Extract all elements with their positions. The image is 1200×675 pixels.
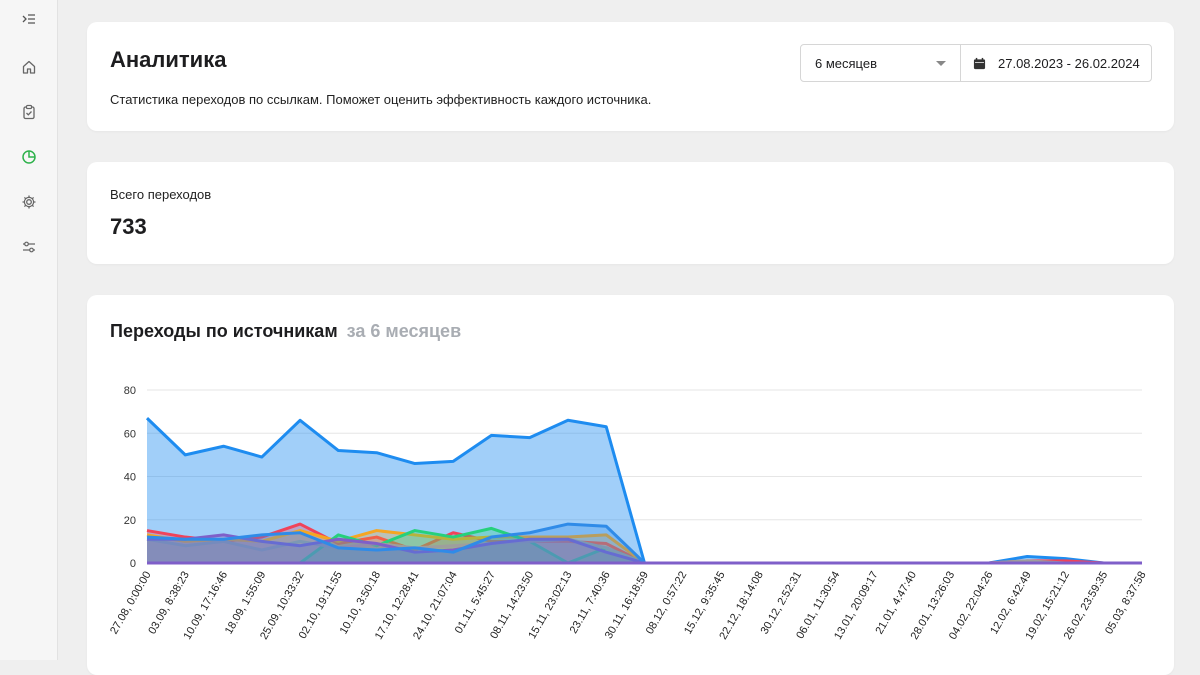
analytics-pie-icon[interactable] [16,144,42,170]
y-tick-label: 0 [130,558,136,570]
header-card: Аналитика Статистика переходов по ссылка… [87,22,1174,131]
date-range-picker[interactable]: 27.08.2023 - 26.02.2024 [961,45,1151,81]
x-tick-label: 21.01, 4:47:40 [873,570,919,637]
x-tick-label: 12.02, 6:42:49 [988,570,1034,637]
x-tick-label: 15.12, 9:35:45 [682,570,728,637]
series-area-6 [147,524,1142,563]
sliders-icon[interactable] [16,234,42,260]
y-tick-label: 20 [124,515,136,527]
x-tick-label: 01.11, 5:45:27 [453,570,498,636]
period-filter: 6 месяцев 27.08.2023 - 26.02.2024 [800,44,1152,82]
chart-title-period: за 6 месяцев [346,321,462,341]
home-icon[interactable] [16,54,42,80]
series-area-5 [147,534,1142,563]
y-tick-label: 40 [124,472,136,484]
x-tick-label: 18.09, 1:55:09 [223,570,269,637]
chart-title: Переходы по источникам за 6 месяцев [110,321,461,342]
gear-icon[interactable] [16,189,42,215]
sidebar [0,0,58,660]
series-area-4 [147,539,1142,563]
expand-menu-icon[interactable] [16,6,42,32]
period-select[interactable]: 6 месяцев [801,45,961,81]
clipboard-icon[interactable] [16,99,42,125]
period-select-value: 6 месяцев [815,55,877,71]
calendar-icon [973,57,986,69]
page-title: Аналитика [110,47,227,72]
total-clicks-label: Всего переходов [110,187,212,202]
y-tick-label: 80 [124,385,136,397]
series-area-1 [147,524,1142,563]
chart-title-text: Переходы по источникам [110,321,338,341]
x-tick-label: 27.08, 0:00:00 [108,570,154,637]
x-tick-label: 08.12, 0:57:22 [644,570,690,637]
x-tick-label: 23.11, 7:40:36 [568,570,613,636]
chevron-down-icon [936,60,946,66]
x-tick-label: 30.12, 2:52:31 [759,570,805,637]
series-area-0 [147,418,1142,563]
y-tick-label: 60 [124,428,136,440]
series-area-3 [147,528,1142,563]
total-card: Всего переходов 733 [87,162,1174,264]
total-clicks-value: 733 [110,214,147,239]
x-tick-label: 10.10, 3:50:18 [338,570,384,637]
page-subtitle: Статистика переходов по ссылкам. Поможет… [110,92,652,107]
date-range-value: 27.08.2023 - 26.02.2024 [998,55,1140,71]
x-tick-label: 05.03, 8:37:58 [1103,570,1149,637]
x-tick-label: 03.09, 8:38:23 [146,570,192,637]
chart-card: Переходы по источникам за 6 месяцев 0 20 4… [87,295,1174,675]
